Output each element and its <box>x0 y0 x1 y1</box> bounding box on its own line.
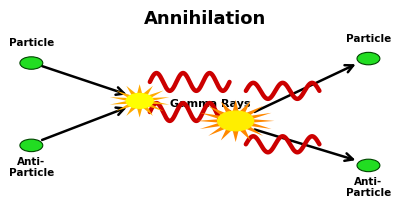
Circle shape <box>356 159 379 172</box>
Text: Particle: Particle <box>345 34 390 43</box>
Circle shape <box>20 57 43 69</box>
Text: Particle: Particle <box>9 38 54 48</box>
Circle shape <box>20 139 43 152</box>
Polygon shape <box>110 84 169 118</box>
Circle shape <box>217 111 253 131</box>
Polygon shape <box>196 100 274 142</box>
Text: Annihilation: Annihilation <box>144 10 265 28</box>
Text: Anti-
Particle: Anti- Particle <box>345 177 390 198</box>
Text: Gamma Rays: Gamma Rays <box>170 99 250 109</box>
Circle shape <box>126 94 153 108</box>
Circle shape <box>356 52 379 65</box>
Text: Anti-
Particle: Anti- Particle <box>9 157 54 179</box>
